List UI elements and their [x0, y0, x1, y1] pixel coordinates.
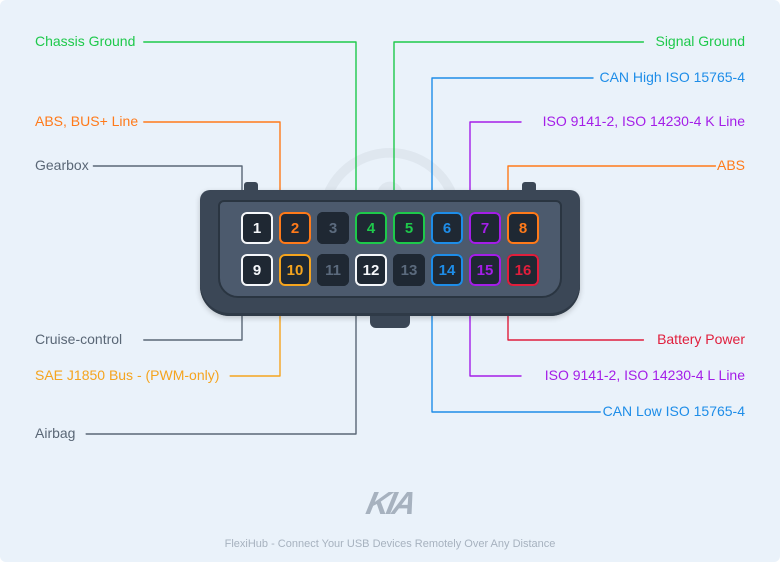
label-pin-1: Gearbox — [35, 157, 89, 173]
diagram-canvas: 12345678 910111213141516 GearboxABS, BUS… — [0, 0, 780, 562]
obd-connector: 12345678 910111213141516 — [200, 190, 580, 316]
pin-3: 3 — [317, 212, 349, 244]
pin-13: 13 — [393, 254, 425, 286]
pin-row-top: 12345678 — [230, 212, 550, 244]
pin-2: 2 — [279, 212, 311, 244]
pin-7: 7 — [469, 212, 501, 244]
pin-15: 15 — [469, 254, 501, 286]
label-pin-5: Signal Ground — [655, 33, 745, 49]
pin-6: 6 — [431, 212, 463, 244]
pin-4: 4 — [355, 212, 387, 244]
pin-row-bottom: 910111213141516 — [230, 254, 550, 286]
footer-text: FlexiHub - Connect Your USB Devices Remo… — [0, 538, 780, 550]
brand-logo: KIA — [367, 485, 413, 522]
label-pin-9: Cruise-control — [35, 331, 122, 347]
label-pin-16: Battery Power — [657, 331, 745, 347]
pin-9: 9 — [241, 254, 273, 286]
pin-11: 11 — [317, 254, 349, 286]
label-pin-10: SAE J1850 Bus - (PWM-only) — [35, 367, 219, 383]
label-pin-6: CAN High ISO 15765-4 — [599, 69, 745, 85]
label-pin-7: ISO 9141-2, ISO 14230-4 K Line — [543, 113, 745, 129]
pin-1: 1 — [241, 212, 273, 244]
pin-10: 10 — [279, 254, 311, 286]
pin-5: 5 — [393, 212, 425, 244]
brand-logo-text: KIA — [363, 485, 417, 522]
label-pin-2: ABS, BUS+ Line — [35, 113, 138, 129]
label-pin-12: Airbag — [35, 425, 75, 441]
label-pin-4: Chassis Ground — [35, 33, 135, 49]
label-pin-14: CAN Low ISO 15765-4 — [603, 403, 745, 419]
pin-12: 12 — [355, 254, 387, 286]
label-pin-15: ISO 9141-2, ISO 14230-4 L Line — [545, 367, 745, 383]
pin-8: 8 — [507, 212, 539, 244]
pin-14: 14 — [431, 254, 463, 286]
pin-16: 16 — [507, 254, 539, 286]
label-pin-8: ABS — [717, 157, 745, 173]
